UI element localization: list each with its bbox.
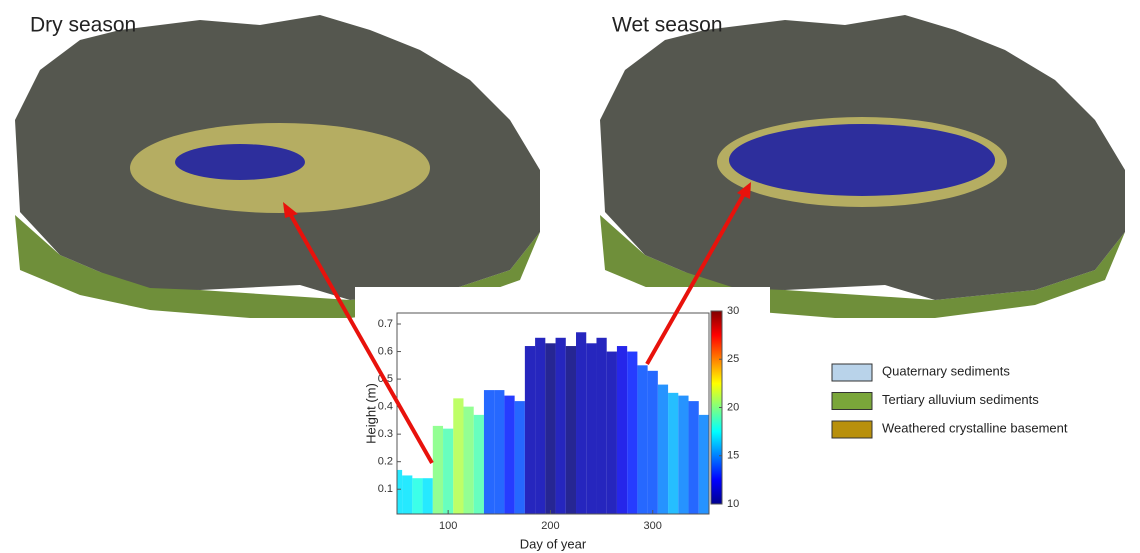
- legend-label: Tertiary alluvium sediments: [882, 392, 1039, 407]
- colorbar-tick-label: 20: [727, 401, 739, 413]
- bar: [616, 346, 628, 514]
- legend-swatch: [831, 420, 873, 439]
- plot-frame: [396, 312, 710, 515]
- y-tick-label: 0.1: [378, 483, 393, 495]
- panel-title: Wet season: [612, 14, 723, 37]
- bar: [606, 351, 617, 514]
- colorbar-tick-label: 25: [727, 353, 739, 365]
- bar: [483, 390, 495, 514]
- bar: [494, 390, 505, 514]
- y-tick-label: 0.2: [378, 456, 393, 468]
- bar: [412, 478, 423, 514]
- bar: [397, 469, 403, 514]
- bar: [463, 406, 474, 514]
- x-tick-label: 200: [541, 520, 559, 532]
- legend-swatch: [831, 392, 873, 410]
- panel-title: Dry season: [30, 14, 136, 37]
- bar: [545, 343, 556, 514]
- bar: [596, 337, 607, 514]
- y-tick-label: 0.6: [378, 345, 393, 357]
- y-tick-label: 0.7: [378, 318, 393, 330]
- bar: [565, 346, 577, 514]
- bar: [432, 425, 444, 514]
- bar: [524, 346, 536, 514]
- bar: [647, 370, 658, 514]
- bar: [668, 392, 679, 514]
- bar: [402, 475, 413, 514]
- bar: [473, 414, 484, 514]
- x-axis-label: Day of year: [520, 536, 587, 551]
- legend-label: Quaternary sediments: [882, 363, 1010, 378]
- bar: [698, 414, 709, 514]
- dry-terrain: Dry season: [15, 14, 540, 318]
- legend: Quaternary sediments Tertiary alluvium se…: [831, 363, 1068, 439]
- arrows: [283, 182, 751, 464]
- bar: [576, 332, 587, 514]
- x-tick-label: 100: [439, 520, 457, 532]
- bar: [422, 478, 433, 514]
- bar: [504, 395, 515, 514]
- bar: [627, 351, 638, 514]
- wet-terrain: Wet season: [600, 14, 1125, 318]
- bar: [535, 337, 546, 514]
- bar: [586, 343, 597, 514]
- x-tick-label: 300: [644, 520, 662, 532]
- legend-label: Weathered crystalline basement: [882, 420, 1068, 435]
- y-axis-label: Height (m): [363, 383, 378, 444]
- colorbar-tick-label: 10: [727, 498, 739, 510]
- bar: [514, 401, 525, 514]
- bar: [678, 395, 689, 514]
- y-tick-label: 0.3: [378, 428, 393, 440]
- colorbar-tick-label: 15: [727, 450, 739, 462]
- bar: [688, 401, 699, 514]
- bar: [555, 337, 566, 514]
- bar: [443, 428, 454, 514]
- colorbar-tick-label: 30: [727, 305, 739, 317]
- bar: [637, 365, 648, 514]
- bar: [453, 398, 464, 514]
- bar: [657, 384, 669, 514]
- y-tick-label: 0.4: [378, 401, 393, 413]
- legend-swatch: [831, 363, 873, 382]
